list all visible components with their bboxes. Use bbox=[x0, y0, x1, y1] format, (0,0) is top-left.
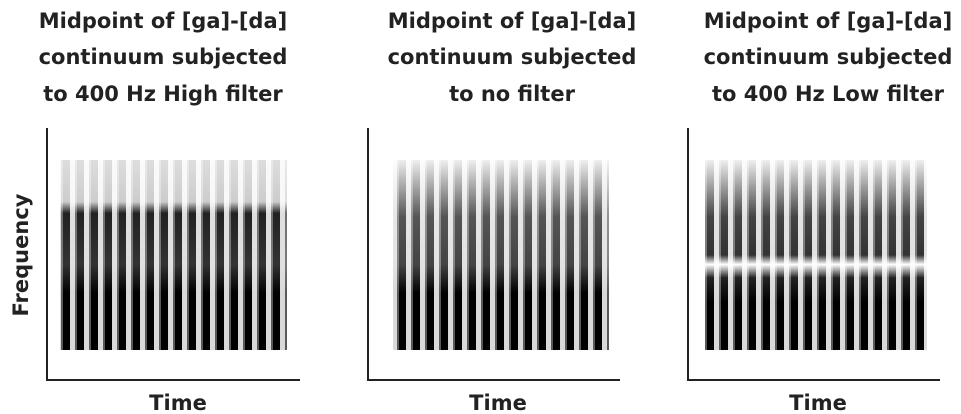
panel-title: to no filter bbox=[449, 82, 576, 106]
y-axis-label: Frequency bbox=[9, 193, 33, 316]
panel-title: Midpoint of [ga]-[da] bbox=[39, 9, 287, 33]
spectrogram-striation bbox=[60, 160, 287, 350]
x-axis-label: Time bbox=[149, 391, 207, 414]
panel: Midpoint of [ga]-[da] continuum subjecte… bbox=[687, 9, 952, 414]
panel-title: to 400 Hz Low filter bbox=[712, 82, 945, 106]
panel-title: Midpoint of [ga]-[da] bbox=[388, 9, 636, 33]
spectrogram-striation bbox=[705, 160, 927, 350]
panel: Midpoint of [ga]-[da] continuum subjecte… bbox=[39, 9, 300, 414]
x-axis-label: Time bbox=[789, 391, 847, 414]
panel-title: to 400 Hz High filter bbox=[43, 82, 283, 106]
panel-title: Midpoint of [ga]-[da] bbox=[704, 9, 952, 33]
panel-title: continuum subjected bbox=[39, 45, 288, 69]
panel-title: continuum subjected bbox=[704, 45, 953, 69]
panel: Midpoint of [ga]-[da] continuum subjecte… bbox=[367, 9, 636, 414]
panel-title: continuum subjected bbox=[388, 45, 637, 69]
spectrogram-striation bbox=[393, 160, 609, 350]
x-axis-label: Time bbox=[469, 391, 527, 414]
